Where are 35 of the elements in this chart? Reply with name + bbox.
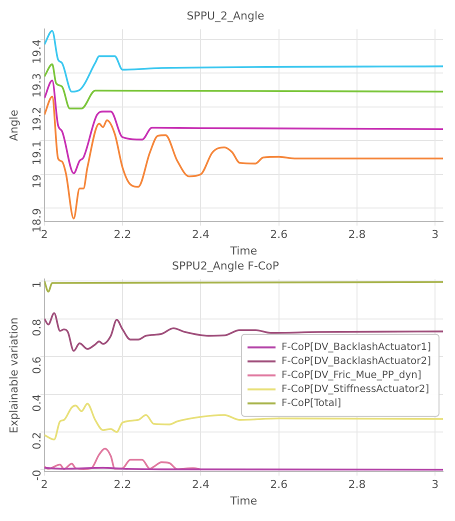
legend-label: F-CoP[DV_Fric_Mue_PP_dyn] — [282, 370, 422, 381]
y-axis-title: Angle — [7, 110, 20, 142]
y-tick-label: 19 — [30, 174, 44, 188]
y-tick-label: 19.3 — [30, 73, 44, 98]
legend-label: F-CoP[DV_BacklashActuator2] — [282, 356, 432, 367]
y-tick-label: 0.6 — [30, 356, 44, 374]
x-tick-label: 2 — [40, 478, 48, 492]
y-tick-label: 19.2 — [30, 106, 44, 132]
y-tick-label: 1 — [30, 281, 44, 288]
legend-label: F-CoP[DV_BacklashActuator1] — [282, 342, 432, 353]
legend-label: F-CoP[DV_StiffnessActuator2] — [282, 384, 430, 395]
x-tick-label: 3 — [432, 478, 439, 492]
chart-title: SPPU2_Angle F-CoP — [172, 259, 280, 272]
x-tick-label: 2.6 — [270, 228, 288, 242]
x-tick-label: 2.6 — [270, 478, 288, 492]
legend-label: F-CoP[Total] — [282, 398, 342, 409]
x-tick-label: 2.4 — [192, 228, 210, 242]
y-tick-label: 0.2 — [30, 432, 44, 450]
y-tick-label: 19.1 — [30, 140, 44, 166]
x-tick-label: 2.8 — [348, 478, 366, 492]
y-tick-label: 19.4 — [30, 39, 44, 64]
x-axis-title: Time — [229, 244, 258, 258]
x-tick-label: 2.2 — [114, 478, 132, 492]
chart-title: SPPU_2_Angle — [186, 9, 265, 22]
x-tick-label: 3 — [432, 228, 439, 242]
y-tick-label: 0.8 — [30, 318, 44, 336]
x-tick-label: 2.2 — [114, 228, 132, 242]
x-axis-title: Time — [229, 494, 258, 508]
x-tick-label: 2 — [40, 228, 48, 242]
y-axis-title: Explainable variation — [7, 317, 20, 434]
x-tick-label: 2.8 — [348, 228, 366, 242]
y-tick-label: -0 — [30, 470, 44, 481]
x-tick-label: 2.4 — [192, 478, 210, 492]
y-tick-label: 0.4 — [30, 394, 44, 412]
y-tick-label: 18.9 — [30, 208, 44, 233]
